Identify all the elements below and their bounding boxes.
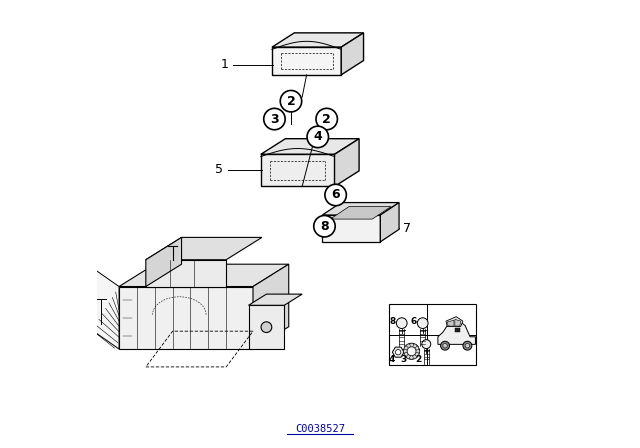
Circle shape (443, 344, 447, 348)
Text: 2: 2 (415, 355, 422, 364)
Text: 6: 6 (332, 189, 340, 202)
Circle shape (404, 353, 408, 356)
Polygon shape (380, 202, 399, 242)
Polygon shape (330, 207, 391, 219)
Circle shape (396, 318, 407, 328)
Text: 2: 2 (323, 112, 331, 125)
Polygon shape (341, 33, 364, 75)
Text: 3: 3 (401, 355, 407, 364)
Circle shape (413, 355, 417, 358)
Circle shape (403, 343, 420, 359)
Circle shape (314, 215, 335, 237)
Polygon shape (146, 237, 262, 260)
Circle shape (316, 108, 337, 130)
Circle shape (325, 184, 346, 206)
Circle shape (280, 90, 301, 112)
Circle shape (264, 108, 285, 130)
Polygon shape (248, 294, 302, 305)
Circle shape (261, 322, 272, 332)
Polygon shape (92, 268, 119, 349)
Bar (389, 304, 476, 365)
Polygon shape (248, 305, 284, 349)
Circle shape (417, 318, 428, 328)
Circle shape (307, 126, 328, 148)
Polygon shape (455, 319, 461, 326)
Polygon shape (322, 215, 380, 242)
Circle shape (422, 340, 431, 349)
Text: 4: 4 (314, 130, 322, 143)
Text: 3: 3 (270, 112, 279, 125)
Polygon shape (261, 154, 335, 186)
Circle shape (410, 343, 413, 347)
Polygon shape (335, 139, 359, 186)
Text: 7: 7 (403, 222, 411, 235)
Circle shape (463, 341, 472, 350)
Text: 5: 5 (215, 163, 223, 176)
Polygon shape (438, 322, 476, 345)
Polygon shape (272, 47, 341, 75)
Polygon shape (261, 139, 359, 154)
Circle shape (415, 346, 419, 350)
Polygon shape (146, 237, 182, 287)
Circle shape (465, 344, 470, 348)
Text: C0038527: C0038527 (295, 424, 345, 435)
Circle shape (416, 349, 420, 353)
Circle shape (396, 349, 401, 355)
Circle shape (413, 344, 417, 348)
Circle shape (406, 355, 410, 358)
Polygon shape (446, 317, 463, 327)
Polygon shape (119, 264, 289, 287)
Circle shape (404, 346, 408, 350)
Text: 8: 8 (320, 220, 329, 233)
Circle shape (406, 344, 410, 348)
Text: 2: 2 (287, 95, 295, 108)
Text: 1: 1 (221, 58, 228, 71)
Text: 6: 6 (411, 317, 417, 326)
Polygon shape (146, 260, 226, 287)
Polygon shape (272, 33, 364, 47)
Polygon shape (447, 320, 454, 326)
Text: 4: 4 (388, 355, 395, 364)
Circle shape (415, 353, 419, 356)
Text: 8: 8 (390, 317, 396, 326)
Circle shape (440, 341, 449, 350)
Polygon shape (253, 264, 289, 349)
Circle shape (407, 347, 416, 356)
Polygon shape (392, 347, 404, 357)
Polygon shape (119, 287, 253, 349)
Circle shape (403, 349, 407, 353)
Polygon shape (322, 202, 399, 215)
Circle shape (410, 356, 413, 359)
Polygon shape (455, 328, 460, 332)
